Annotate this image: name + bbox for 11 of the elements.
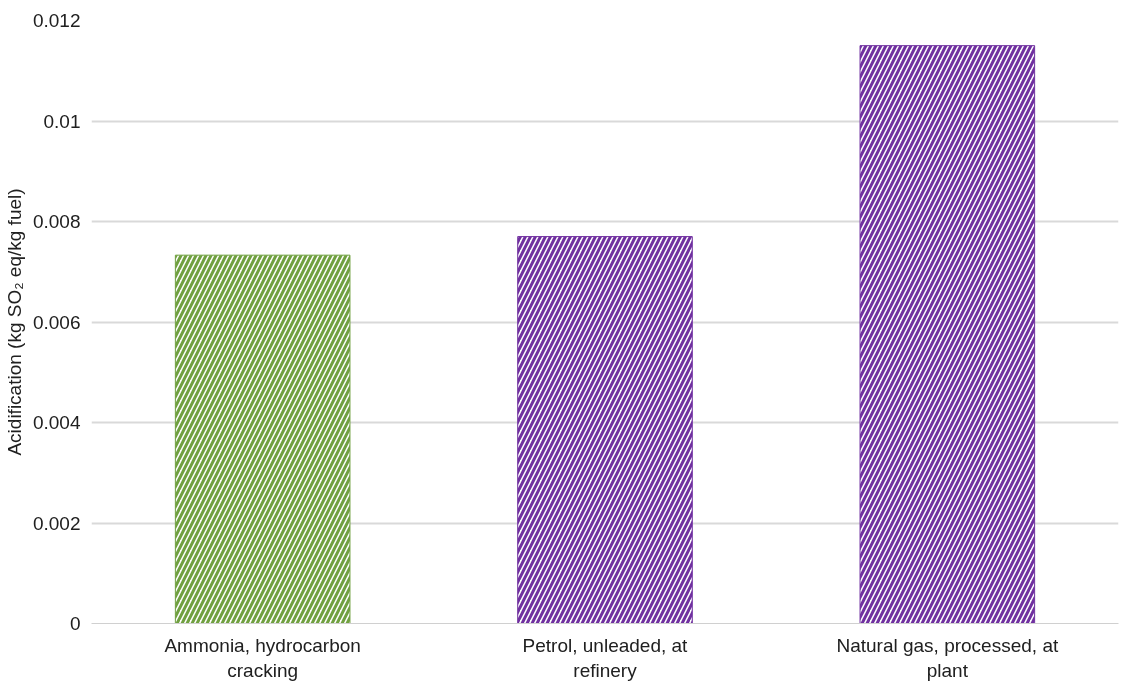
y-tick-label: 0 bbox=[69, 613, 81, 634]
y-tick-label: 0.002 bbox=[32, 512, 81, 534]
y-tick-label: 0.006 bbox=[32, 311, 81, 333]
y-tick-label: 0.012 bbox=[32, 10, 81, 31]
y-tick-label: 0.01 bbox=[43, 110, 81, 132]
x-tick-label: Petrol, unleaded, at refinery bbox=[522, 634, 689, 681]
y-tick-label: 0.008 bbox=[32, 211, 81, 232]
x-tick-label: Natural gas, processed, at plant bbox=[836, 634, 1059, 681]
y-axis-title: Acidification (kg SO₂ eq/kg fuel) bbox=[3, 188, 25, 456]
x-tick-label: Ammonia, hydrocarbon cracking bbox=[164, 634, 361, 681]
y-tick-label: 0.004 bbox=[32, 412, 81, 433]
